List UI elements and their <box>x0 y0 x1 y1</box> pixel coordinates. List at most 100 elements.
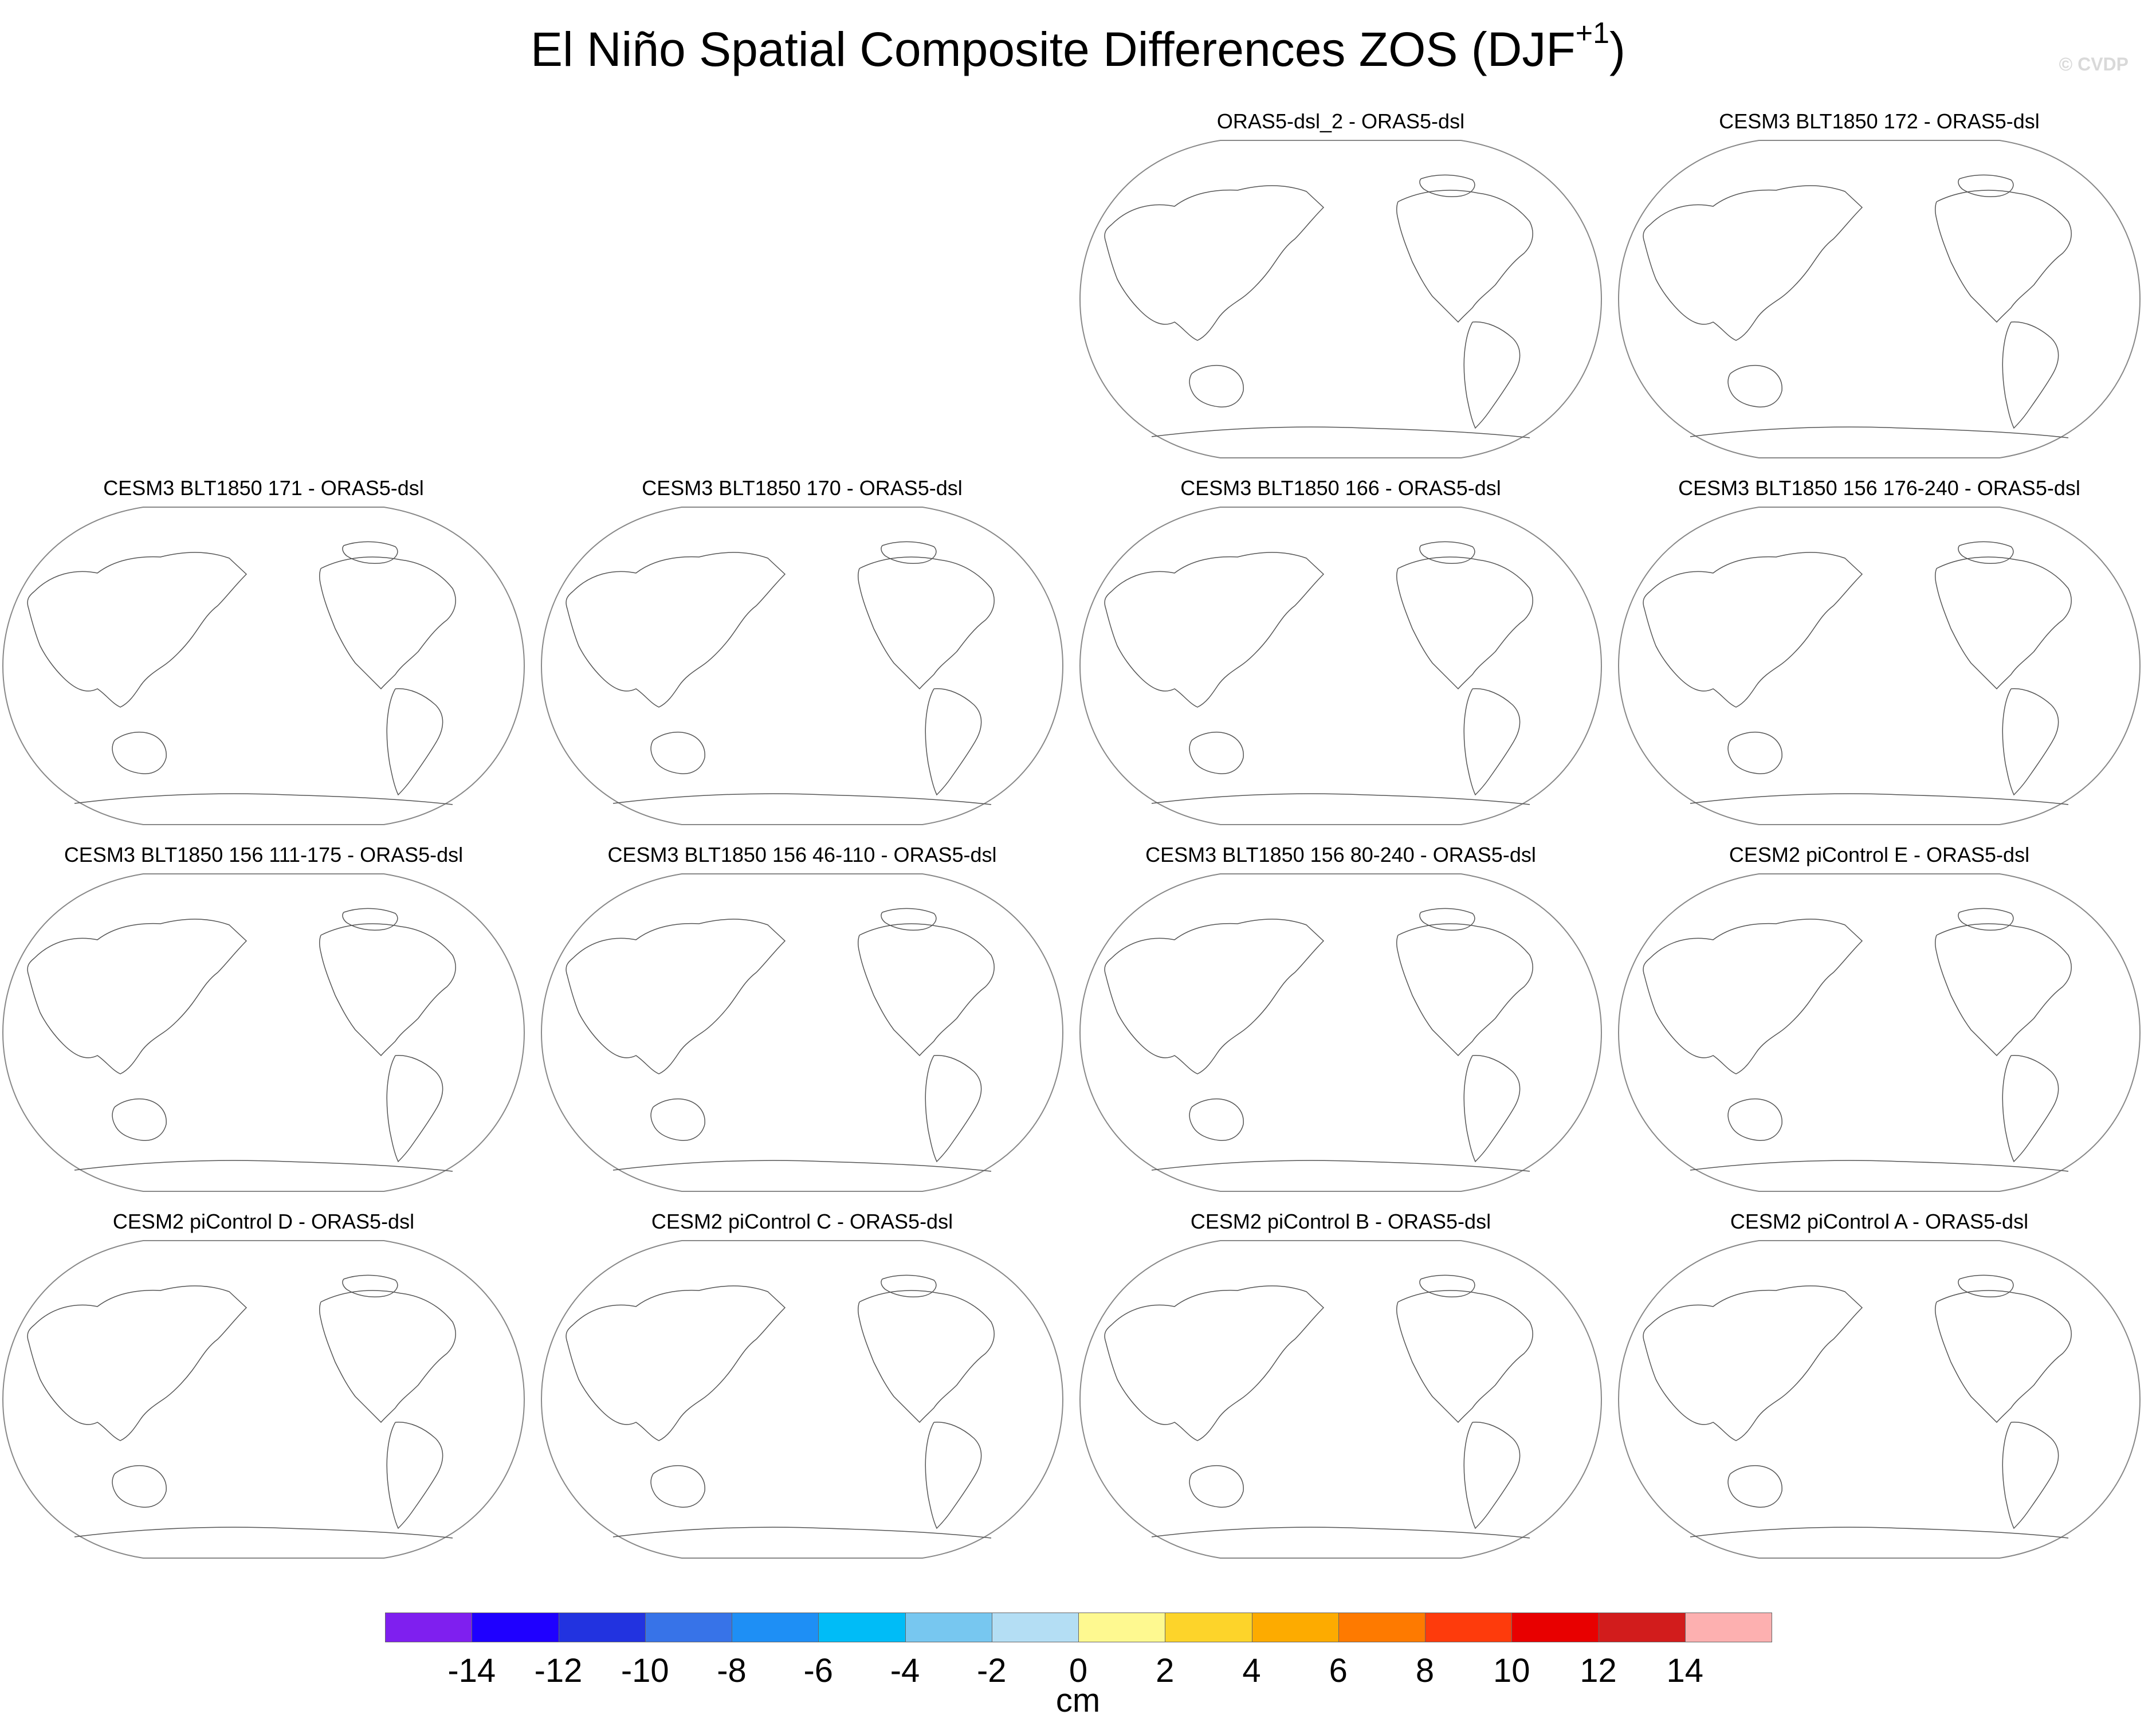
world-map <box>1079 507 1603 825</box>
map-boundary <box>1617 140 2141 458</box>
coastline <box>2002 1422 2059 1529</box>
coastline <box>565 1285 786 1441</box>
coastline <box>112 1465 167 1508</box>
figure-title: El Niño Spatial Composite Differences ZO… <box>0 18 2156 78</box>
coastline <box>2002 688 2059 796</box>
coastline <box>1189 731 1244 774</box>
coastline <box>1104 185 1325 341</box>
map-boundary <box>1617 507 2141 825</box>
coastline <box>1935 923 2072 1057</box>
coastline <box>858 1290 995 1423</box>
coastline <box>1104 1285 1325 1441</box>
coastline <box>319 923 456 1057</box>
coastline <box>386 1055 443 1163</box>
coastline <box>1463 321 1521 429</box>
panel-title: CESM3 BLT1850 171 - ORAS5-dsl <box>103 476 424 500</box>
world-map <box>2 873 525 1192</box>
coastline <box>1189 1465 1244 1508</box>
coastline <box>1419 908 1475 931</box>
map-boundary <box>2 1240 525 1559</box>
coastline <box>319 556 456 690</box>
map-panel: CESM2 piControl C - ORAS5-dsl <box>539 1209 1066 1564</box>
colorbar-box <box>991 1613 1079 1642</box>
colorbar-box <box>472 1613 559 1642</box>
coastline <box>881 908 937 931</box>
coastline <box>1643 1285 1863 1441</box>
panel-title: CESM2 piControl E - ORAS5-dsl <box>1729 843 2030 866</box>
colorbar-box <box>905 1613 992 1642</box>
coastline <box>1419 1274 1475 1298</box>
panel-title: CESM2 piControl D - ORAS5-dsl <box>112 1210 415 1233</box>
world-map <box>540 1240 1064 1559</box>
panel-title: CESM3 BLT1850 172 - ORAS5-dsl <box>1719 109 2040 133</box>
coastline <box>2002 1055 2059 1163</box>
coastline <box>565 552 786 708</box>
coastline <box>1643 552 1863 708</box>
world-map <box>1617 507 2141 825</box>
coastline <box>1104 919 1325 1074</box>
coastline <box>925 1422 982 1529</box>
colorbar-tick-label: 6 <box>1329 1652 1348 1689</box>
map-panel: CESM3 BLT1850 156 176-240 - ORAS5-dsl <box>1616 476 2143 831</box>
map-boundary <box>540 507 1064 825</box>
coastline <box>319 1290 456 1423</box>
colorbar-box <box>558 1613 646 1642</box>
colorbar-box <box>645 1613 732 1642</box>
coastline <box>74 1527 453 1539</box>
map-boundary <box>1079 1240 1603 1559</box>
coastline <box>1958 174 2014 198</box>
colorbar-tick-label: -2 <box>976 1652 1007 1689</box>
panel-title: CESM3 BLT1850 156 80-240 - ORAS5-dsl <box>1145 843 1536 866</box>
panel-title: CESM3 BLT1850 156 176-240 - ORAS5-dsl <box>1678 476 2080 500</box>
colorbar-units: cm <box>1055 1682 1101 1719</box>
coastline <box>1396 190 1533 323</box>
map-panel: CESM2 piControl D - ORAS5-dsl <box>0 1209 527 1564</box>
coastline <box>1727 1465 1782 1508</box>
colorbar-tick-label: 8 <box>1415 1652 1435 1689</box>
coastline <box>1958 541 2014 564</box>
world-map <box>1617 873 2141 1192</box>
map-panel: CESM2 piControl B - ORAS5-dsl <box>1077 1209 1604 1564</box>
map-panel: CESM3 BLT1850 170 - ORAS5-dsl <box>539 476 1066 831</box>
colorbar-tick-label: 10 <box>1493 1652 1530 1689</box>
colorbar-box <box>1251 1613 1339 1642</box>
map-boundary <box>540 1240 1064 1559</box>
panel-title: ORAS5-dsl_2 - ORAS5-dsl <box>1216 109 1465 133</box>
coastline <box>858 556 995 690</box>
figure-title-superscript: +1 <box>1575 17 1610 50</box>
coastline <box>27 552 248 708</box>
coastline <box>386 1422 443 1529</box>
coastline <box>612 793 992 805</box>
colorbar-tick-label: -6 <box>803 1652 834 1689</box>
world-map <box>1617 1240 2141 1559</box>
coastline <box>1463 688 1521 796</box>
coastline <box>342 908 398 931</box>
coastline <box>1643 185 1863 341</box>
map-panel: CESM3 BLT1850 172 - ORAS5-dsl <box>1616 109 2143 464</box>
colorbar-box <box>1078 1613 1166 1642</box>
coastline <box>612 1527 992 1539</box>
coastline <box>1396 556 1533 690</box>
colorbar-tick-label: 0 <box>1069 1652 1088 1689</box>
coastline <box>1151 793 1530 805</box>
coastline <box>858 923 995 1057</box>
world-map <box>1079 873 1603 1192</box>
world-map <box>540 507 1064 825</box>
panel-title: CESM2 piControl C - ORAS5-dsl <box>651 1210 953 1233</box>
colorbar-box <box>1425 1613 1513 1642</box>
coastline <box>650 1098 705 1141</box>
colorbar-tick-label: 12 <box>1580 1652 1617 1689</box>
coastline <box>1396 923 1533 1057</box>
coastline <box>1151 1527 1530 1539</box>
coastline <box>565 919 786 1074</box>
panel-title: CESM2 piControl B - ORAS5-dsl <box>1190 1210 1491 1233</box>
map-boundary <box>2 873 525 1192</box>
colorbar-tick-label: -10 <box>621 1652 669 1689</box>
map-panels-grid: ORAS5-dsl_2 - ORAS5-dsl CESM3 BLT1850 172… <box>0 109 2143 1564</box>
colorbar-tick-label: 2 <box>1156 1652 1175 1689</box>
figure-title-text: El Niño Spatial Composite Differences ZO… <box>530 22 1576 76</box>
colorbar-box <box>1338 1613 1425 1642</box>
colorbar-tick-label: -8 <box>717 1652 747 1689</box>
coastline <box>112 731 167 774</box>
map-panel: CESM3 BLT1850 156 46-110 - ORAS5-dsl <box>539 842 1066 1198</box>
